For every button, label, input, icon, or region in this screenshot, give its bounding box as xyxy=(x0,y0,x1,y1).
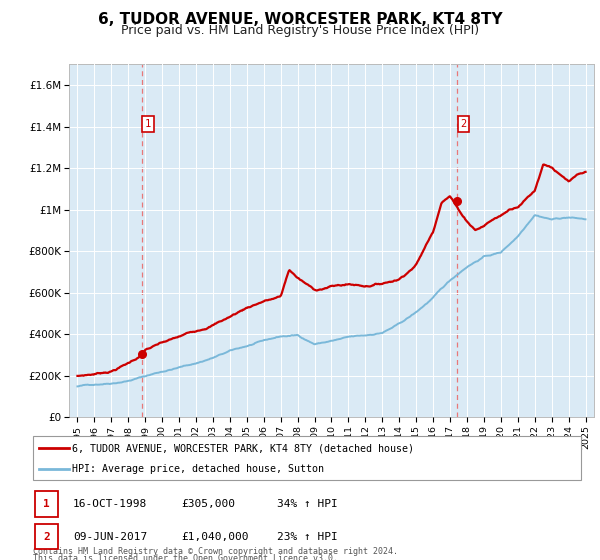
Text: 6, TUDOR AVENUE, WORCESTER PARK, KT4 8TY: 6, TUDOR AVENUE, WORCESTER PARK, KT4 8TY xyxy=(98,12,502,27)
Text: This data is licensed under the Open Government Licence v3.0.: This data is licensed under the Open Gov… xyxy=(33,554,338,560)
Text: 2: 2 xyxy=(461,119,467,129)
Text: 16-OCT-1998: 16-OCT-1998 xyxy=(73,500,148,509)
Text: Contains HM Land Registry data © Crown copyright and database right 2024.: Contains HM Land Registry data © Crown c… xyxy=(33,547,398,556)
Text: 6, TUDOR AVENUE, WORCESTER PARK, KT4 8TY (detached house): 6, TUDOR AVENUE, WORCESTER PARK, KT4 8TY… xyxy=(72,443,414,453)
Text: HPI: Average price, detached house, Sutton: HPI: Average price, detached house, Sutt… xyxy=(72,464,324,474)
Text: £1,040,000: £1,040,000 xyxy=(181,532,249,542)
Text: 09-JUN-2017: 09-JUN-2017 xyxy=(73,532,148,542)
Text: Price paid vs. HM Land Registry's House Price Index (HPI): Price paid vs. HM Land Registry's House … xyxy=(121,24,479,36)
Text: 23% ↑ HPI: 23% ↑ HPI xyxy=(277,532,338,542)
Text: 1: 1 xyxy=(145,119,151,129)
Text: 2: 2 xyxy=(43,532,50,542)
Text: 1: 1 xyxy=(43,500,50,509)
Text: £305,000: £305,000 xyxy=(181,500,235,509)
Text: 34% ↑ HPI: 34% ↑ HPI xyxy=(277,500,338,509)
